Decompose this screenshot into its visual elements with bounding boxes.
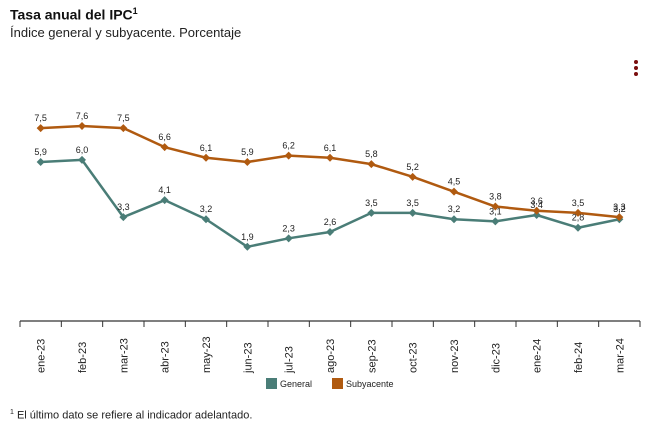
data-point-subyacente — [491, 202, 500, 211]
data-label-general: 3,4 — [530, 200, 543, 210]
data-label-general: 2,6 — [324, 217, 337, 227]
x-tick-label: jul-23 — [284, 346, 296, 374]
data-label-subyacente: 7,6 — [76, 111, 89, 121]
x-tick-label: mar-23 — [118, 338, 130, 373]
data-point-general — [78, 155, 86, 164]
data-point-subyacente — [36, 124, 45, 133]
footnote-mark: 1 — [10, 409, 14, 416]
chart-title: Tasa anual del IPC1 — [10, 6, 138, 23]
legend-swatch-subyacente — [332, 378, 343, 389]
data-point-subyacente — [367, 160, 376, 169]
data-label-subyacente: 7,5 — [34, 113, 47, 123]
x-tick-label: mar-24 — [614, 338, 626, 373]
x-tick-label: dic-23 — [490, 343, 502, 373]
data-label-subyacente: 6,1 — [200, 143, 213, 153]
data-label-subyacente: 6,2 — [282, 141, 295, 151]
footnote: 1 El último dato se refiere al indicador… — [10, 409, 252, 422]
data-label-subyacente: 7,5 — [117, 113, 130, 123]
data-label-general: 3,5 — [365, 198, 378, 208]
data-point-subyacente — [574, 208, 582, 217]
x-tick-label: nov-23 — [449, 339, 461, 373]
data-label-subyacente: 3,6 — [530, 196, 543, 206]
data-point-general — [532, 211, 541, 219]
data-label-subyacente: 3,3 — [613, 202, 626, 212]
data-point-general — [119, 213, 128, 222]
data-point-general — [202, 215, 210, 224]
data-point-general — [284, 234, 293, 243]
data-point-general — [160, 196, 169, 205]
data-label-general: 4,1 — [158, 185, 171, 195]
data-label-general: 6,0 — [76, 145, 89, 155]
data-point-general — [408, 208, 417, 217]
chart-subtitle: Índice general y subyacente. Porcentaje — [10, 25, 242, 40]
data-label-general: 3,2 — [448, 204, 461, 214]
data-point-general — [491, 217, 500, 226]
data-point-subyacente — [284, 151, 293, 160]
x-tick-label: feb-24 — [573, 342, 585, 373]
data-label-general: 3,2 — [200, 204, 213, 214]
data-label-subyacente: 3,5 — [572, 198, 585, 208]
data-point-general — [36, 158, 45, 166]
data-label-general: 3,5 — [406, 198, 419, 208]
data-label-general: 1,9 — [241, 232, 254, 242]
data-point-subyacente — [326, 153, 334, 162]
data-label-general: 3,2 — [613, 204, 626, 214]
data-label-general: 5,9 — [34, 147, 47, 157]
x-tick-label: ene-23 — [36, 339, 48, 373]
data-point-general — [367, 208, 376, 217]
more-options-icon[interactable] — [634, 60, 638, 78]
data-point-subyacente — [202, 153, 210, 162]
data-point-subyacente — [615, 213, 624, 222]
data-point-subyacente — [160, 143, 169, 152]
data-label-subyacente: 5,8 — [365, 149, 378, 159]
data-point-subyacente — [532, 206, 541, 215]
legend-swatch-general — [266, 378, 277, 389]
legend-label-general: General — [280, 379, 312, 389]
data-point-subyacente — [119, 124, 128, 133]
x-tick-label: sep-23 — [366, 339, 378, 373]
data-label-subyacente: 6,1 — [324, 143, 337, 153]
data-point-general — [450, 215, 458, 224]
data-label-general: 2,3 — [282, 223, 295, 233]
data-point-subyacente — [78, 121, 86, 130]
data-point-general — [243, 242, 252, 251]
data-label-subyacente: 6,6 — [158, 132, 171, 142]
x-tick-label: may-23 — [201, 336, 213, 373]
data-point-subyacente — [408, 172, 417, 181]
x-tick-label: oct-23 — [408, 342, 420, 373]
x-tick-label: ago-23 — [325, 339, 337, 373]
data-label-general: 3,1 — [489, 206, 502, 216]
data-point-subyacente — [243, 158, 252, 166]
x-tick-label: jun-23 — [242, 342, 254, 374]
x-tick-label: ene-24 — [532, 339, 544, 373]
data-label-general: 3,3 — [117, 202, 130, 212]
data-point-general — [326, 227, 334, 236]
x-tick-label: abr-23 — [160, 341, 172, 373]
footnote-text: El último dato se refiere al indicador a… — [16, 409, 253, 422]
data-label-subyacente: 4,5 — [448, 177, 461, 187]
data-label-subyacente: 5,9 — [241, 147, 254, 157]
x-tick-label: feb-23 — [77, 342, 89, 373]
chart-canvas: ene-23 feb-23 mar-23 abr-23 may-23 jun-23 jul-… — [19, 111, 641, 389]
data-label-subyacente: 5,2 — [406, 162, 419, 172]
data-point-general — [574, 223, 582, 232]
data-label-subyacente: 3,8 — [489, 192, 502, 202]
data-point-subyacente — [450, 187, 458, 196]
legend-label-subyacente: Subyacente — [346, 379, 394, 389]
data-label-general: 2,8 — [572, 213, 585, 223]
title-footnote-mark: 1 — [132, 6, 138, 16]
